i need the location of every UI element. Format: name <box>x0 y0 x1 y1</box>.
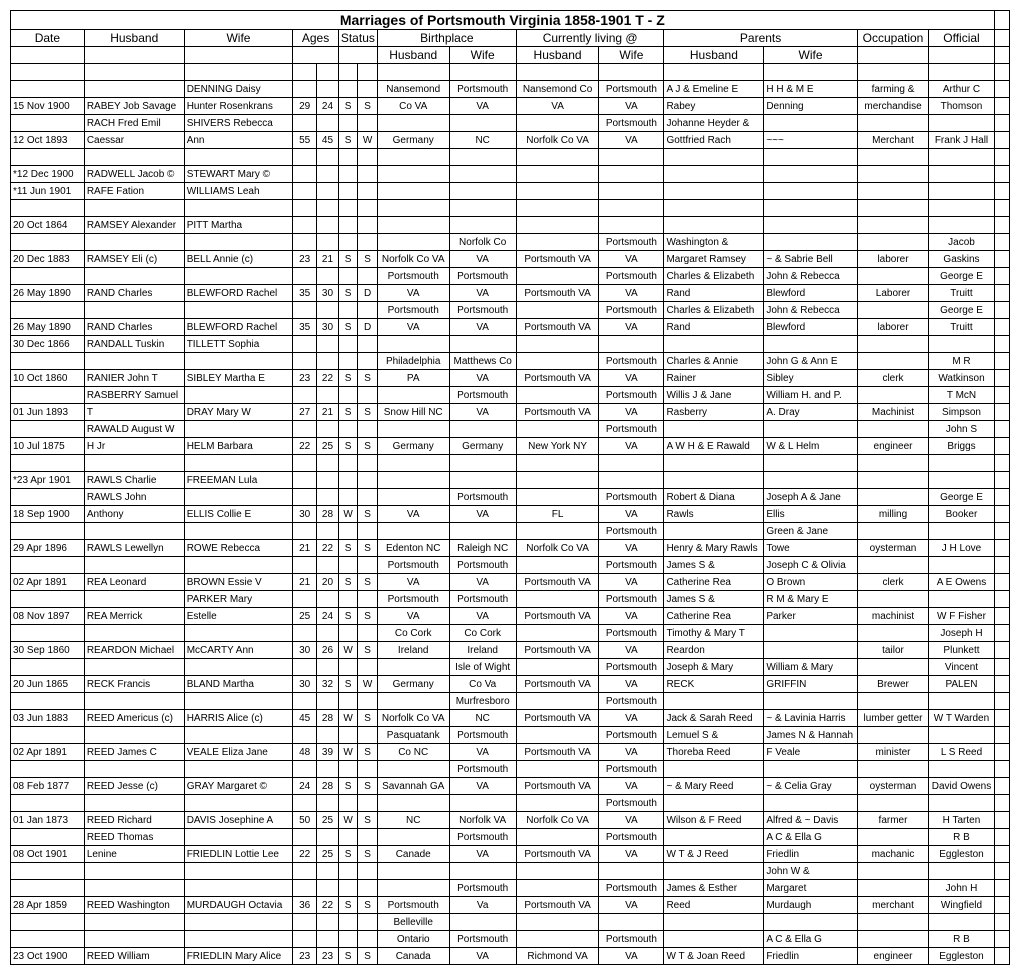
table-row: PortsmouthPortsmouthPortsmouthJames S &J… <box>11 557 1010 574</box>
table-row: 12 Oct 1893CaessarAnn5545SWGermanyNCNorf… <box>11 132 1010 149</box>
table-row: 08 Nov 1897REA MerrickEstelle2524SSVAVAP… <box>11 608 1010 625</box>
table-row: PortsmouthPortsmouth <box>11 761 1010 778</box>
table-row: 20 Oct 1864RAMSEY AlexanderPITT Martha <box>11 217 1010 234</box>
page-title: Marriages of Portsmouth Virginia 1858-19… <box>11 11 995 30</box>
table-row: 03 Jun 1883REED Americus (c)HARRIS Alice… <box>11 710 1010 727</box>
table-row: 30 Dec 1866RANDALL TuskinTILLETT Sophia <box>11 336 1010 353</box>
table-row: 18 Sep 1900AnthonyELLIS Collie E3028WSVA… <box>11 506 1010 523</box>
table-row: 02 Apr 1891REA LeonardBROWN Essie V2120S… <box>11 574 1010 591</box>
marriages-table: Marriages of Portsmouth Virginia 1858-19… <box>10 10 1010 965</box>
table-row: 08 Feb 1877REED Jesse (c)GRAY Margaret ©… <box>11 778 1010 795</box>
table-row <box>11 149 1010 166</box>
header-row-2: HusbandWifeHusbandWifeHusbandWife <box>11 47 1010 64</box>
table-row: 20 Dec 1883RAMSEY Eli (c)BELL Annie (c)2… <box>11 251 1010 268</box>
table-row <box>11 64 1010 81</box>
table-row: *12 Dec 1900RADWELL Jacob ©STEWART Mary … <box>11 166 1010 183</box>
table-row: 01 Jan 1873REED RichardDAVIS Josephine A… <box>11 812 1010 829</box>
table-row: 26 May 1890RAND CharlesBLEWFORD Rachel35… <box>11 319 1010 336</box>
table-row: John W & <box>11 863 1010 880</box>
table-row: Belleville <box>11 914 1010 931</box>
table-row: 28 Apr 1859REED WashingtonMURDAUGH Octav… <box>11 897 1010 914</box>
table-row: *23 Apr 1901RAWLS CharlieFREEMAN Lula <box>11 472 1010 489</box>
table-row: RASBERRY SamuelPortsmouthPortsmouthWilli… <box>11 387 1010 404</box>
table-row <box>11 455 1010 472</box>
table-row: 15 Nov 1900RABEY Job SavageHunter Rosenk… <box>11 98 1010 115</box>
table-row: PortsmouthGreen & Jane <box>11 523 1010 540</box>
table-row: PortsmouthPortsmouthPortsmouthCharles & … <box>11 268 1010 285</box>
table-row: PortsmouthPortsmouthJames & EstherMargar… <box>11 880 1010 897</box>
table-row: 01 Jun 1893TDRAY Mary W2721SSSnow Hill N… <box>11 404 1010 421</box>
table-row <box>11 200 1010 217</box>
table-row: RAWLS JohnPortsmouthPortsmouthRobert & D… <box>11 489 1010 506</box>
table-row: MurfresboroPortsmouth <box>11 693 1010 710</box>
table-row: 30 Sep 1860REARDON MichaelMcCARTY Ann302… <box>11 642 1010 659</box>
header-row-1: DateHusbandWifeAgesStatusBirthplaceCurre… <box>11 30 1010 47</box>
table-row: PhiladelphiaMatthews CoPortsmouthCharles… <box>11 353 1010 370</box>
table-row: Co CorkCo CorkPortsmouthTimothy & Mary T… <box>11 625 1010 642</box>
table-row: *11 Jun 1901RAFE FationWILLIAMS Leah <box>11 183 1010 200</box>
table-row: 20 Jun 1865RECK FrancisBLAND Martha3032S… <box>11 676 1010 693</box>
table-row: REED ThomasPortsmouthPortsmouthA C & Ell… <box>11 829 1010 846</box>
table-row: 02 Apr 1891REED James CVEALE Eliza Jane4… <box>11 744 1010 761</box>
table-row: PasquatankPortsmouthPortsmouthLemuel S &… <box>11 727 1010 744</box>
table-row: Portsmouth <box>11 795 1010 812</box>
table-row: PARKER MaryPortsmouthPortsmouthPortsmout… <box>11 591 1010 608</box>
table-row: OntarioPortsmouthPortsmouthA C & Ella GR… <box>11 931 1010 948</box>
table-row: RACH Fred EmilSHIVERS RebeccaPortsmouthJ… <box>11 115 1010 132</box>
table-row: Norfolk CoPortsmouthWashington &Jacob <box>11 234 1010 251</box>
table-row: 10 Jul 1875H JrHELM Barbara2225SSGermany… <box>11 438 1010 455</box>
table-row: 23 Oct 1900REED WilliamFRIEDLIN Mary Ali… <box>11 948 1010 965</box>
table-row: RAWALD August WPortsmouthJohn S <box>11 421 1010 438</box>
table-row: PortsmouthPortsmouthPortsmouthCharles & … <box>11 302 1010 319</box>
table-row: 10 Oct 1860RANIER John TSIBLEY Martha E2… <box>11 370 1010 387</box>
table-row: 29 Apr 1896RAWLS LewellynROWE Rebecca212… <box>11 540 1010 557</box>
table-row: 26 May 1890RAND CharlesBLEWFORD Rachel35… <box>11 285 1010 302</box>
table-row: 08 Oct 1901LenineFRIEDLIN Lottie Lee2225… <box>11 846 1010 863</box>
table-row: DENNING DaisyNansemondPortsmouthNansemon… <box>11 81 1010 98</box>
table-row: Isle of WightPortsmouthJoseph & MaryWill… <box>11 659 1010 676</box>
